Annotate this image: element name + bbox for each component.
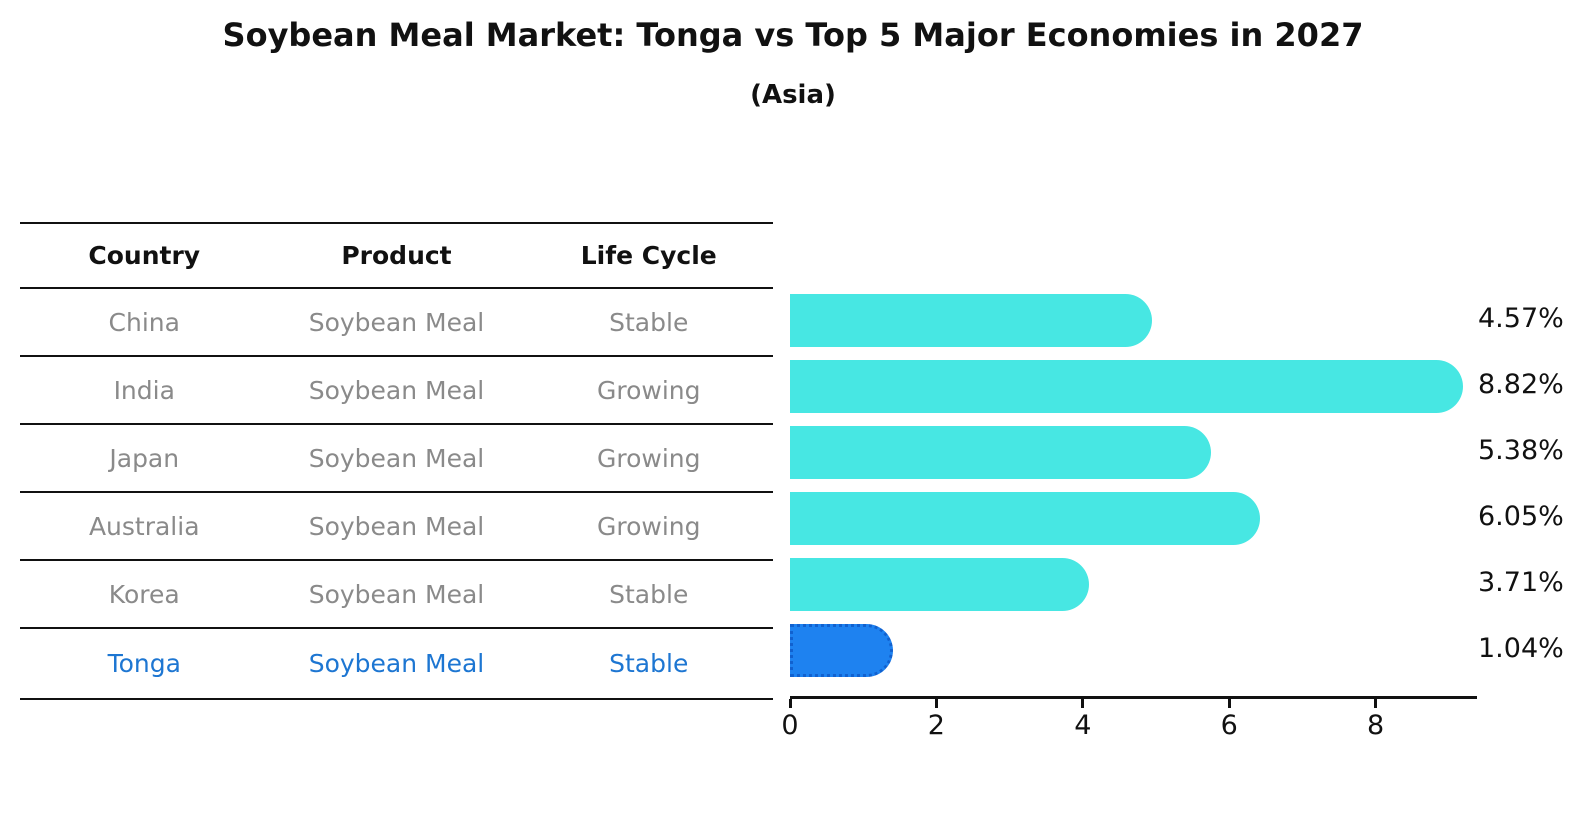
value-label-australia: 6.05% bbox=[1478, 501, 1564, 532]
x-axis-tick-8 bbox=[1374, 699, 1378, 708]
table-header-row: Country Product Life Cycle bbox=[20, 222, 773, 289]
table-row-india: India Soybean Meal Growing bbox=[20, 357, 773, 425]
x-axis-tick-6 bbox=[1227, 699, 1231, 708]
bar-japan bbox=[790, 425, 1211, 479]
cell-product: Soybean Meal bbox=[308, 375, 485, 405]
value-label-india: 8.82% bbox=[1478, 369, 1564, 400]
x-axis-tick-label-8: 8 bbox=[1367, 710, 1385, 741]
x-axis-line bbox=[790, 696, 1477, 699]
cell-country: China bbox=[108, 307, 180, 337]
x-axis-tick-4 bbox=[1081, 699, 1085, 708]
bar-australia bbox=[790, 491, 1260, 545]
table-body: China Soybean Meal Stable India Soybean Meal… bbox=[20, 289, 773, 700]
cell-life-cycle: Stable bbox=[609, 649, 689, 678]
cell-country: India bbox=[113, 375, 175, 405]
x-axis-tick-label-6: 6 bbox=[1220, 710, 1238, 741]
value-label-china: 4.57% bbox=[1478, 303, 1564, 334]
column-header-product: Product bbox=[341, 241, 452, 270]
table-row-japan: Japan Soybean Meal Growing bbox=[20, 425, 773, 493]
cell-life-cycle: Growing bbox=[596, 375, 701, 405]
cell-life-cycle: Growing bbox=[596, 443, 701, 473]
cell-country: Australia bbox=[88, 511, 200, 541]
cell-life-cycle: Stable bbox=[609, 579, 689, 609]
value-label-tonga: 1.04% bbox=[1478, 633, 1564, 664]
cell-country: Korea bbox=[108, 579, 180, 609]
bar-tonga bbox=[790, 623, 894, 677]
value-label-japan: 5.38% bbox=[1478, 435, 1564, 466]
x-axis-tick-label-2: 2 bbox=[927, 710, 945, 741]
column-header-life-cycle: Life Cycle bbox=[580, 241, 717, 270]
bar-korea bbox=[790, 557, 1089, 611]
x-axis-tick-0 bbox=[788, 699, 792, 708]
x-axis-tick-2 bbox=[934, 699, 938, 708]
value-label-korea: 3.71% bbox=[1478, 567, 1564, 598]
cell-product: Soybean Meal bbox=[308, 649, 485, 678]
chart-subtitle: (Asia) bbox=[750, 80, 836, 110]
bar-plot-area bbox=[790, 287, 1474, 697]
country-table: Country Product Life Cycle China Soybean … bbox=[20, 222, 773, 700]
cell-product: Soybean Meal bbox=[308, 579, 485, 609]
bar-china bbox=[790, 293, 1152, 347]
table-row-tonga: Tonga Soybean Meal Stable bbox=[20, 629, 773, 700]
column-header-country: Country bbox=[88, 241, 201, 270]
cell-life-cycle: Growing bbox=[596, 511, 701, 541]
cell-country: Tonga bbox=[107, 649, 181, 678]
table-row-china: China Soybean Meal Stable bbox=[20, 289, 773, 357]
table-row-korea: Korea Soybean Meal Stable bbox=[20, 561, 773, 629]
cell-product: Soybean Meal bbox=[308, 443, 485, 473]
x-axis-tick-label-0: 0 bbox=[781, 710, 799, 741]
cell-life-cycle: Stable bbox=[609, 307, 689, 337]
bar-india bbox=[790, 359, 1463, 413]
cell-product: Soybean Meal bbox=[308, 307, 485, 337]
table-row-australia: Australia Soybean Meal Growing bbox=[20, 493, 773, 561]
cell-product: Soybean Meal bbox=[308, 511, 485, 541]
chart-title: Soybean Meal Market: Tonga vs Top 5 Majo… bbox=[222, 16, 1364, 54]
cell-country: Japan bbox=[109, 443, 180, 473]
x-axis-tick-label-4: 4 bbox=[1074, 710, 1092, 741]
